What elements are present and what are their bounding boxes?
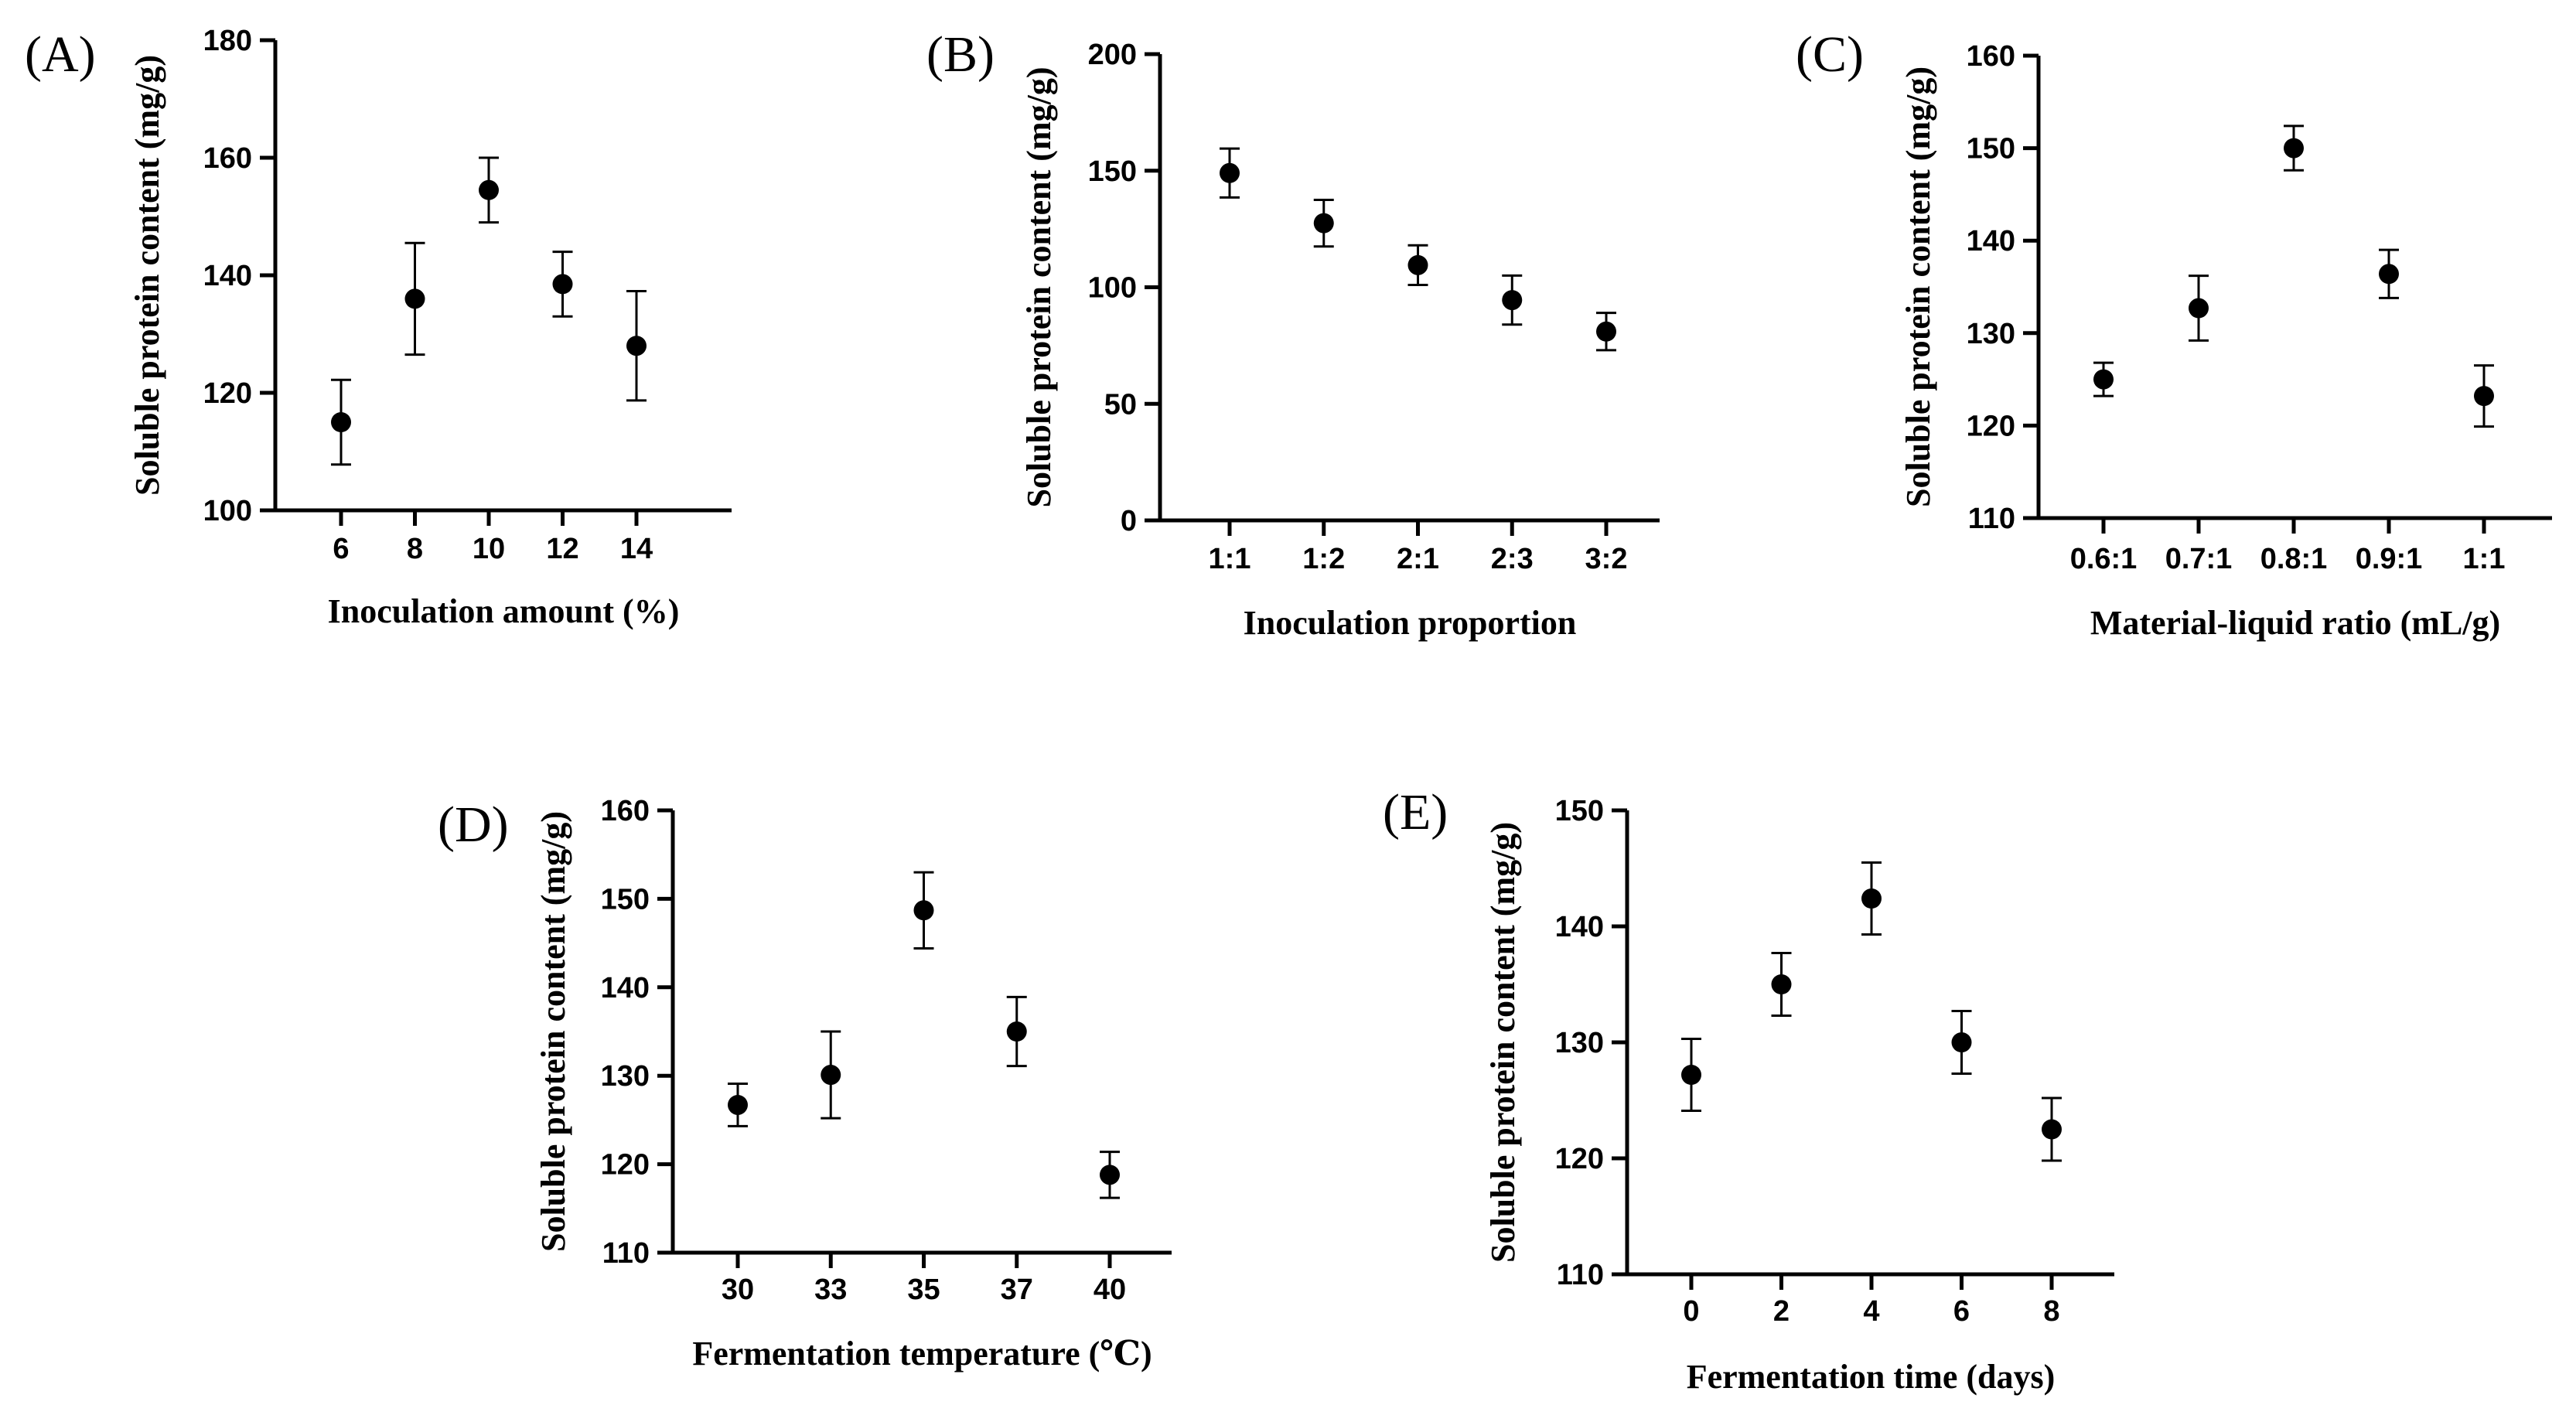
y-tick-label: 140 bbox=[203, 260, 252, 292]
y-tick-label: 120 bbox=[601, 1149, 650, 1182]
data-point bbox=[2474, 386, 2494, 407]
data-point bbox=[1220, 162, 1240, 183]
panel-letter: (C) bbox=[1796, 26, 1864, 83]
x-tick-label: 1:1 bbox=[1209, 543, 1251, 575]
data-point bbox=[1951, 1032, 1972, 1052]
data-point bbox=[2284, 138, 2304, 159]
y-tick-label: 180 bbox=[203, 25, 252, 57]
y-tick-label: 140 bbox=[601, 972, 650, 1004]
y-tick-label: 140 bbox=[1967, 225, 2015, 257]
x-tick-label: 33 bbox=[814, 1274, 847, 1306]
x-tick-label: 4 bbox=[1863, 1295, 1879, 1328]
y-tick-label: 160 bbox=[203, 142, 252, 175]
y-tick-label: 130 bbox=[601, 1060, 650, 1093]
y-tick-label: 0 bbox=[1121, 505, 1137, 537]
y-tick-label: 150 bbox=[601, 883, 650, 916]
x-tick-label: 1:1 bbox=[2463, 543, 2506, 575]
y-tick-label: 150 bbox=[1967, 133, 2015, 165]
y-tick-label: 130 bbox=[1555, 1027, 1604, 1059]
x-tick-label: 2:3 bbox=[1491, 543, 1534, 575]
y-axis-title: Soluble protein content (mg/g) bbox=[1020, 67, 1058, 508]
x-tick-label: 30 bbox=[722, 1274, 754, 1306]
y-axis-title: Soluble protein content (mg/g) bbox=[1484, 822, 1522, 1263]
data-point bbox=[552, 274, 573, 295]
y-tick-label: 140 bbox=[1555, 911, 1604, 943]
y-axis-title: Soluble protein content (mg/g) bbox=[1899, 66, 1937, 507]
x-tick-label: 2 bbox=[1773, 1295, 1790, 1328]
data-point bbox=[626, 336, 647, 356]
data-point bbox=[2093, 369, 2114, 390]
data-point bbox=[1100, 1165, 1120, 1185]
x-tick-label: 3:2 bbox=[1585, 543, 1628, 575]
x-axis-title: Material-liquid ratio (mL/g) bbox=[2090, 604, 2500, 642]
data-point bbox=[404, 288, 425, 309]
x-tick-label: 12 bbox=[546, 533, 578, 565]
data-point bbox=[2042, 1119, 2062, 1140]
y-tick-label: 120 bbox=[1967, 410, 2015, 442]
x-tick-label: 8 bbox=[407, 533, 423, 565]
x-tick-label: 0.7:1 bbox=[2165, 543, 2233, 575]
panel-letter: (B) bbox=[926, 26, 995, 83]
y-tick-label: 100 bbox=[203, 495, 252, 527]
x-tick-label: 2:1 bbox=[1397, 543, 1439, 575]
data-point bbox=[728, 1094, 748, 1115]
x-tick-label: 8 bbox=[2043, 1295, 2059, 1328]
chart-panel-c: (C) 110 120 130 140 150 160 0.6:1 0.7:1 0.8:1 0.9:… bbox=[1796, 26, 2552, 642]
x-tick-label: 40 bbox=[1094, 1274, 1126, 1306]
x-tick-label: 0.8:1 bbox=[2260, 543, 2328, 575]
data-point bbox=[2189, 298, 2209, 319]
y-tick-label: 160 bbox=[1967, 40, 2015, 73]
y-tick-label: 150 bbox=[1555, 795, 1604, 827]
y-tick-label: 120 bbox=[1555, 1143, 1604, 1175]
data-point bbox=[1407, 254, 1428, 275]
y-tick-label: 100 bbox=[1088, 272, 1137, 305]
data-point bbox=[331, 412, 351, 432]
x-tick-label: 14 bbox=[620, 533, 653, 565]
data-point bbox=[1681, 1065, 1701, 1085]
x-tick-label: 37 bbox=[1001, 1274, 1033, 1306]
x-tick-label: 10 bbox=[473, 533, 505, 565]
data-point bbox=[1313, 213, 1334, 234]
y-tick-label: 150 bbox=[1088, 155, 1137, 188]
x-tick-label: 1:2 bbox=[1302, 543, 1345, 575]
x-axis-title: Inoculation amount (%) bbox=[328, 592, 680, 630]
x-axis-title: Fermentation temperature (℃) bbox=[692, 1335, 1152, 1373]
data-point bbox=[1861, 888, 1882, 909]
y-axis-title: Soluble protein content (mg/g) bbox=[128, 55, 166, 496]
x-tick-label: 6 bbox=[333, 533, 349, 565]
y-tick-label: 110 bbox=[1557, 1259, 1604, 1291]
y-tick-label: 160 bbox=[601, 795, 650, 827]
y-tick-label: 130 bbox=[1967, 318, 2015, 350]
y-tick-label: 50 bbox=[1104, 388, 1137, 421]
panel-letter: (A) bbox=[25, 26, 96, 83]
chart-panel-b: (B) 0 50 100 150 200 1:1 1:2 2:1 2:3 3:2Inoculatio… bbox=[926, 26, 1660, 642]
x-tick-label: 35 bbox=[907, 1274, 940, 1306]
x-axis-title: Inoculation proportion bbox=[1244, 604, 1577, 642]
chart-panel-e: (E) 110 120 130 140 150 0 2 4 6 8 Fermentation time… bbox=[1383, 784, 2114, 1396]
x-axis-title: Fermentation time (days) bbox=[1687, 1358, 2056, 1396]
data-point bbox=[1771, 974, 1792, 994]
y-tick-label: 110 bbox=[602, 1237, 650, 1270]
y-tick-label: 120 bbox=[203, 377, 252, 410]
panel-letter: (D) bbox=[438, 796, 509, 853]
data-point bbox=[479, 179, 499, 200]
x-tick-label: 0.9:1 bbox=[2356, 543, 2423, 575]
data-point bbox=[1006, 1021, 1027, 1042]
x-tick-label: 0 bbox=[1683, 1295, 1699, 1328]
panel-letter: (E) bbox=[1383, 784, 1448, 841]
data-point bbox=[821, 1065, 841, 1086]
data-point bbox=[2379, 264, 2399, 285]
x-tick-label: 6 bbox=[1953, 1295, 1970, 1328]
chart-panel-d: (D) 110 120 130 140 150 160 30 33 35 37 40 Fermentat… bbox=[438, 795, 1172, 1373]
data-point bbox=[913, 900, 934, 921]
data-point bbox=[1502, 290, 1523, 311]
chart-panel-a: (A) 100 120 140 160 180 6 8 10 12 14 Inoculation am… bbox=[25, 25, 732, 630]
data-point bbox=[1596, 321, 1616, 342]
x-tick-label: 0.6:1 bbox=[2070, 543, 2138, 575]
y-tick-label: 200 bbox=[1088, 39, 1137, 71]
y-axis-title: Soluble protein content (mg/g) bbox=[534, 811, 572, 1252]
y-tick-label: 110 bbox=[1968, 503, 2015, 535]
